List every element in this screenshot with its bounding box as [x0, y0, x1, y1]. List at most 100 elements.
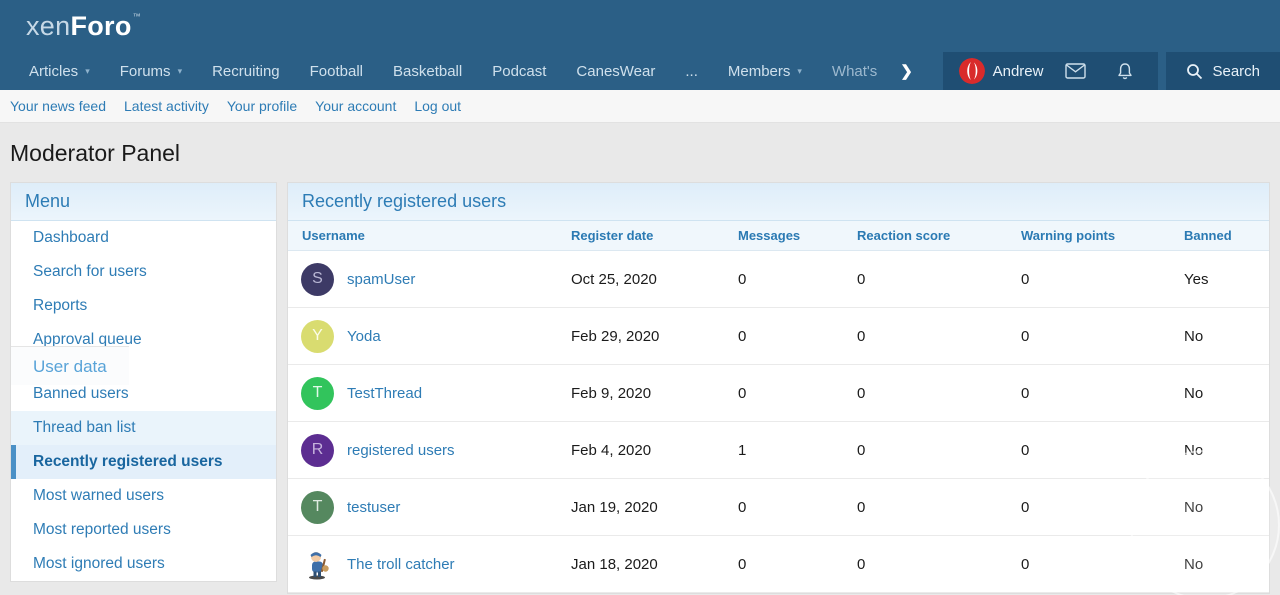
username-link[interactable]: Yoda [347, 327, 381, 345]
nav-item-label: CanesWear [576, 62, 656, 80]
warning-points-cell: 0 [1021, 384, 1030, 402]
register-date-cell: Jan 18, 2020 [571, 555, 658, 573]
bell-icon[interactable] [1108, 62, 1142, 81]
nav-item-recruiting[interactable]: Recruiting [197, 52, 295, 90]
username-link[interactable]: registered users [347, 441, 455, 459]
nav-items: Articles ▾ Forums ▾ Recruiting Football Basket… [14, 52, 892, 90]
nav-item-label: Recruiting [212, 62, 280, 80]
avatar-letter[interactable]: R [301, 433, 334, 467]
messages-cell: 0 [738, 498, 747, 516]
sidebar-item-most-ignored-users[interactable]: Most ignored users [33, 555, 165, 572]
warning-points-cell: 0 [1021, 555, 1030, 573]
column-header-messages: Messages [738, 228, 801, 243]
sidebar-item-banned-users[interactable]: Banned users [33, 385, 129, 402]
nav-item-football[interactable]: Football [295, 52, 378, 90]
nav-item-label: ... [685, 62, 698, 80]
nav-item-forums[interactable]: Forums ▾ [105, 52, 197, 90]
warning-points-cell: 0 [1021, 441, 1030, 459]
nav-item-label: Podcast [492, 62, 547, 80]
table-row: The troll catcher Jan 18, 2020 0 0 0 No [288, 536, 1269, 593]
subnav-link-your-profile[interactable]: Your profile [226, 98, 298, 114]
nav-item-articles[interactable]: Articles ▾ [14, 52, 105, 90]
user-avatar [958, 58, 985, 84]
sidebar-item-thread-ban-list[interactable]: Thread ban list [11, 411, 276, 445]
site-header: xenForo™ [0, 0, 1280, 52]
banned-cell: No [1184, 327, 1204, 345]
subnav-link-log-out[interactable]: Log out [414, 98, 462, 114]
sidebar-item-recently-registered-users[interactable]: Recently registered users [11, 445, 276, 479]
sidebar-item-reports[interactable]: Reports [33, 297, 88, 314]
chevron-down-icon: ▾ [797, 65, 802, 76]
subnav-link-your-account[interactable]: Your account [315, 98, 397, 114]
nav-item-label: Football [309, 62, 363, 80]
nav-item-more[interactable]: ... [670, 52, 713, 90]
search-button[interactable]: Search [1166, 52, 1280, 90]
banned-cell: Yes [1184, 270, 1209, 288]
username-link[interactable]: spamUser [347, 270, 416, 288]
user-name: Andrew [992, 62, 1044, 80]
avatar-initial: T [312, 498, 323, 515]
subnav-link-your-news-feed[interactable]: Your news feed [10, 98, 106, 114]
username-link[interactable]: The troll catcher [347, 555, 455, 573]
nav-item-caneswear[interactable]: CanesWear [561, 52, 670, 90]
xenforo-logo[interactable]: xenForo™ [26, 10, 141, 41]
sidebar-item-search-for-users[interactable]: Search for users [33, 263, 147, 280]
register-date-cell: Feb 4, 2020 [571, 441, 652, 459]
username-link[interactable]: testuser [347, 498, 401, 516]
avatar-letter[interactable]: T [301, 490, 334, 524]
mail-icon[interactable] [1057, 63, 1094, 79]
chevron-right-icon[interactable]: ❯ [900, 63, 913, 80]
avatar-initial: R [311, 441, 324, 458]
sidebar-menu-items: Dashboard Search for users Reports Approval… [11, 221, 276, 581]
nav-item-label: Members [727, 62, 791, 80]
messages-cell: 0 [738, 384, 747, 402]
column-header-warning-points: Warning points [1021, 228, 1116, 243]
banned-cell: No [1184, 441, 1204, 459]
troll-catcher-cartoon[interactable] [301, 548, 334, 581]
column-header-reaction-score: Reaction score [857, 228, 951, 243]
table-header-row: Username Register date Messages Reaction sc… [288, 221, 1269, 251]
warning-points-cell: 0 [1021, 498, 1030, 516]
sidebar-item-approval-queue[interactable]: Approval queue [33, 331, 142, 348]
nav-item-podcast[interactable]: Podcast [477, 52, 561, 90]
chevron-down-icon: ▾ [177, 65, 183, 76]
nav-item-what-s[interactable]: What's [817, 52, 892, 90]
avatar-letter[interactable]: S [301, 262, 334, 296]
sidebar-item-dashboard[interactable]: Dashboard [33, 229, 109, 246]
avatar-letter[interactable]: Y [301, 319, 334, 353]
reaction-score-cell: 0 [857, 498, 866, 516]
warning-points-cell: 0 [1021, 270, 1030, 288]
warning-points-cell: 0 [1021, 327, 1030, 345]
nav-item-members[interactable]: Members ▾ [713, 52, 817, 90]
logo-text-xen: xen [26, 10, 71, 41]
username-cell: T TestThread [288, 376, 571, 410]
messages-cell: 1 [738, 441, 747, 459]
username-link[interactable]: TestThread [347, 384, 423, 402]
username-cell: The troll catcher [288, 548, 571, 581]
sidebar-menu-title: Menu [11, 183, 276, 221]
messages-cell: 0 [738, 327, 747, 345]
avatar-letter[interactable]: T [301, 376, 334, 410]
chevron-down-icon: ▾ [85, 65, 90, 76]
table-row: T TestThread Feb 9, 2020 0 0 0 No [288, 365, 1269, 422]
search-button-label: Search [1212, 62, 1260, 80]
subnav-link-latest-activity[interactable]: Latest activity [124, 98, 209, 114]
panel-title: Recently registered users [288, 183, 1269, 221]
recently-registered-users-panel: Recently registered users Username Regist… [287, 182, 1270, 594]
account-menu[interactable]: Andrew [958, 58, 1044, 84]
nav-item-basketball[interactable]: Basketball [378, 52, 477, 90]
column-header-username: Username [302, 228, 365, 243]
messages-cell: 0 [738, 270, 747, 288]
banned-cell: No [1184, 384, 1204, 402]
main-navigation: Articles ▾ Forums ▾ Recruiting Football Basket… [0, 52, 1280, 90]
visitor-panel: Andrew [942, 52, 1159, 90]
logo-trademark: ™ [132, 11, 141, 21]
nav-item-label: Forums [119, 62, 171, 80]
column-header-banned: Banned [1184, 228, 1232, 243]
sidebar-item-most-reported-users[interactable]: Most reported users [33, 521, 171, 538]
sidebar-item-most-warned-users[interactable]: Most warned users [33, 487, 164, 504]
